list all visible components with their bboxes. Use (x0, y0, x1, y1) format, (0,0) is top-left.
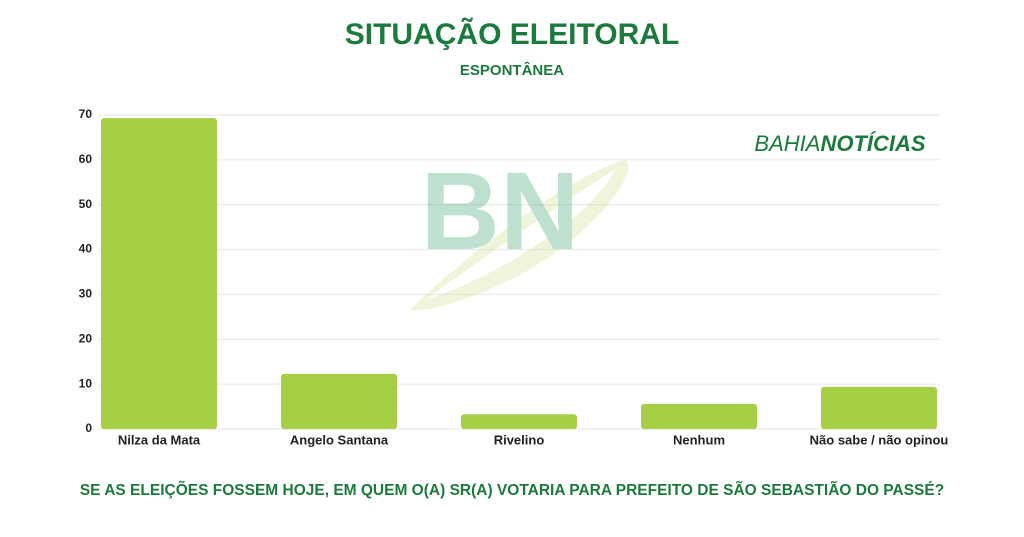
bar (821, 386, 937, 429)
y-tick-label: 10 (79, 376, 93, 390)
logo-text: BN (421, 150, 580, 273)
x-tick-label: Nilza da Mata (118, 432, 201, 447)
x-tick-label: Não sabe / não opinou (810, 432, 949, 447)
brand: BAHIANOTÍCIAS (754, 131, 925, 156)
bar (461, 414, 577, 429)
y-tick-label: 60 (79, 152, 93, 166)
y-tick-label: 30 (79, 287, 93, 301)
chart-title: SITUAÇÃO ELEITORAL (345, 17, 679, 51)
x-tick-label: Angelo Santana (290, 432, 389, 447)
y-tick-label: 20 (79, 331, 93, 345)
y-tick-label: 0 (85, 421, 92, 435)
bar (101, 118, 217, 429)
y-tick-label: 70 (79, 107, 93, 121)
y-tick-label: 50 (79, 197, 93, 211)
bar (281, 373, 397, 429)
x-tick-label: Nenhum (673, 432, 725, 447)
y-tick-label: 40 (79, 242, 93, 256)
logo-swoosh (410, 160, 629, 311)
x-tick-label: Rivelino (494, 432, 545, 447)
caption: SE AS ELEIÇÕES FOSSEM HOJE, EM QUEM O(A)… (80, 481, 944, 499)
bar (641, 403, 757, 429)
brand-part: BAHIA (754, 131, 820, 156)
watermark-logo: BN (410, 150, 629, 311)
brand-part: NOTÍCIAS (820, 131, 925, 156)
chart-subtitle: ESPONTÂNEA (460, 61, 564, 79)
